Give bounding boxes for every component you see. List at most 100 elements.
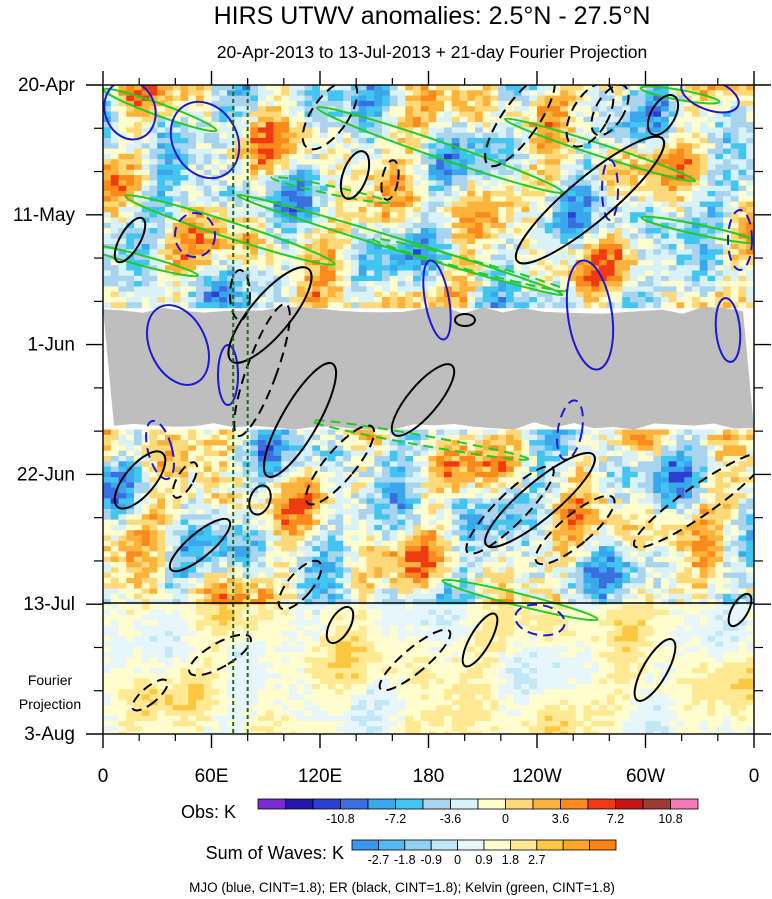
heatmap-cell <box>389 440 399 446</box>
heatmap-cell <box>327 180 337 187</box>
heatmap-cell <box>188 85 197 91</box>
heatmap-cell <box>382 148 391 155</box>
heatmap-cell <box>560 514 569 521</box>
heatmap-cell <box>366 106 375 113</box>
heatmap-cell <box>211 138 220 144</box>
heatmap-cell <box>196 461 205 468</box>
heatmap-cell <box>126 487 135 494</box>
heatmap-cell <box>699 493 709 499</box>
heatmap-cell <box>157 445 166 452</box>
heatmap-cell <box>606 461 616 468</box>
heatmap-cell <box>103 519 112 526</box>
heatmap-cell <box>219 461 228 468</box>
heatmap-cell <box>591 233 600 240</box>
heatmap-cell <box>382 217 391 224</box>
heatmap-cell <box>715 116 724 123</box>
heatmap-cell <box>622 191 631 197</box>
heatmap-cell <box>165 138 174 144</box>
heatmap-cell <box>420 85 430 91</box>
heatmap-cell <box>413 514 422 521</box>
heatmap-cell <box>351 286 360 293</box>
heatmap-cell <box>637 456 647 462</box>
heatmap-cell <box>506 175 515 181</box>
heatmap-cell <box>320 291 329 298</box>
heatmap-cell <box>382 456 391 462</box>
heatmap-cell <box>157 434 166 441</box>
heatmap-cell <box>219 132 228 139</box>
heatmap-cell <box>157 122 166 128</box>
heatmap-cell <box>475 493 484 499</box>
heatmap-cell <box>165 514 174 521</box>
heatmap-cell <box>234 493 244 499</box>
heatmap-cell <box>560 180 569 187</box>
heatmap-cell <box>575 180 585 187</box>
heatmap-cell <box>366 212 375 219</box>
heatmap-cell <box>188 440 197 446</box>
heatmap-cell <box>320 159 329 166</box>
heatmap-cell <box>242 487 251 494</box>
heatmap-cell <box>684 275 693 282</box>
heatmap-cell <box>273 445 282 452</box>
heatmap-cell <box>482 270 492 277</box>
heatmap-cell <box>738 185 747 192</box>
heatmap-cell <box>676 244 685 250</box>
heatmap-cell <box>335 498 344 505</box>
heatmap-cell <box>513 201 523 208</box>
heatmap-cell <box>730 509 740 515</box>
heatmap-cell <box>521 493 530 499</box>
heatmap-cell <box>273 514 282 521</box>
heatmap-cell <box>234 286 244 293</box>
heatmap-cell <box>405 180 414 187</box>
heatmap-cell <box>630 238 639 245</box>
heatmap-cell <box>327 233 337 240</box>
heatmap-cell <box>296 297 306 303</box>
heatmap-cell <box>312 217 321 224</box>
heatmap-cell <box>374 228 383 234</box>
heatmap-cell <box>420 127 430 134</box>
heatmap-cell <box>537 471 546 478</box>
heatmap-cell <box>513 90 523 97</box>
heatmap-cell <box>490 206 499 213</box>
heatmap-cell <box>746 244 754 250</box>
heatmap-cell <box>513 471 523 478</box>
heatmap-cell <box>149 106 158 113</box>
heatmap-cell <box>676 90 685 97</box>
heatmap-cell <box>630 297 639 303</box>
heatmap-cell <box>653 514 662 521</box>
heatmap-cell <box>676 434 685 441</box>
heatmap-cell <box>374 85 383 91</box>
heatmap-cell <box>397 291 406 298</box>
heatmap-cell <box>157 503 166 510</box>
heatmap-cell <box>141 206 151 213</box>
heatmap-cell <box>506 466 515 473</box>
heatmap-cell <box>157 95 166 102</box>
heatmap-cell <box>149 159 158 166</box>
heatmap-cell <box>196 259 205 266</box>
heatmap-cell <box>699 95 709 102</box>
heatmap-cell <box>250 445 259 452</box>
heatmap-cell <box>250 233 259 240</box>
heatmap-cell <box>498 164 507 171</box>
heatmap-cell <box>467 169 476 176</box>
heatmap-cell <box>366 493 375 499</box>
heatmap-cell <box>552 461 561 468</box>
heatmap-cell <box>382 222 391 229</box>
heatmap-cell <box>699 291 709 298</box>
heatmap-cell <box>591 222 600 229</box>
heatmap-cell <box>420 461 430 468</box>
heatmap-cell <box>420 212 430 219</box>
heatmap-cell <box>622 487 631 494</box>
heatmap-cell <box>451 493 461 499</box>
heatmap-cell <box>583 286 592 293</box>
heatmap-cell <box>692 191 701 197</box>
heatmap-cell <box>351 429 360 436</box>
heatmap-cell <box>289 434 298 441</box>
heatmap-cell <box>227 493 236 499</box>
heatmap-cell <box>118 429 127 436</box>
heatmap-cell <box>149 85 158 91</box>
heatmap-cell <box>661 482 670 489</box>
heatmap-cell <box>382 471 391 478</box>
heatmap-cell <box>134 185 143 192</box>
heatmap-cell <box>622 493 631 499</box>
heatmap-cell <box>459 180 468 187</box>
